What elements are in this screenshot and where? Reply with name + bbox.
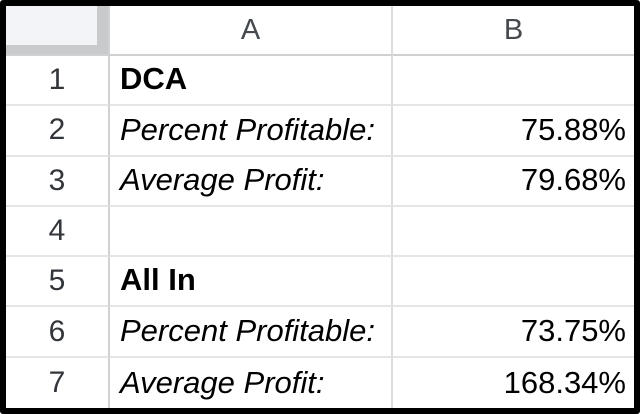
cell-A7[interactable]: Average Profit: — [110, 357, 393, 408]
cell-B6[interactable]: 73.75% — [393, 307, 634, 358]
row-header-2[interactable]: 2 — [6, 106, 110, 157]
select-all-corner[interactable] — [6, 6, 110, 56]
cell-B3[interactable]: 79.68% — [393, 156, 634, 207]
cell-A5[interactable]: All In — [110, 257, 393, 308]
cell-B4[interactable] — [393, 206, 634, 258]
cell-B2[interactable]: 75.88% — [393, 106, 634, 157]
cell-A6[interactable]: Percent Profitable: — [110, 307, 393, 358]
row-header-6[interactable]: 6 — [6, 307, 110, 358]
cell-A3[interactable]: Average Profit: — [110, 156, 393, 207]
cell-A4[interactable] — [110, 206, 393, 258]
row-header-7[interactable]: 7 — [6, 357, 110, 408]
column-header-b[interactable]: B — [393, 6, 634, 56]
cell-B7[interactable]: 168.34% — [393, 357, 634, 408]
row-header-1[interactable]: 1 — [6, 56, 110, 107]
cell-B1[interactable] — [393, 56, 634, 107]
row-header-4[interactable]: 4 — [6, 206, 110, 258]
row-header-5[interactable]: 5 — [6, 257, 110, 308]
spreadsheet-grid: A B 1 DCA 2 Percent Profitable: 75.88% 3… — [6, 6, 634, 408]
cell-A1[interactable]: DCA — [110, 56, 393, 107]
select-all-corner-box — [6, 6, 108, 54]
cell-A2[interactable]: Percent Profitable: — [110, 106, 393, 157]
cell-B5[interactable] — [393, 257, 634, 308]
row-header-3[interactable]: 3 — [6, 156, 110, 207]
column-header-a[interactable]: A — [110, 6, 393, 56]
